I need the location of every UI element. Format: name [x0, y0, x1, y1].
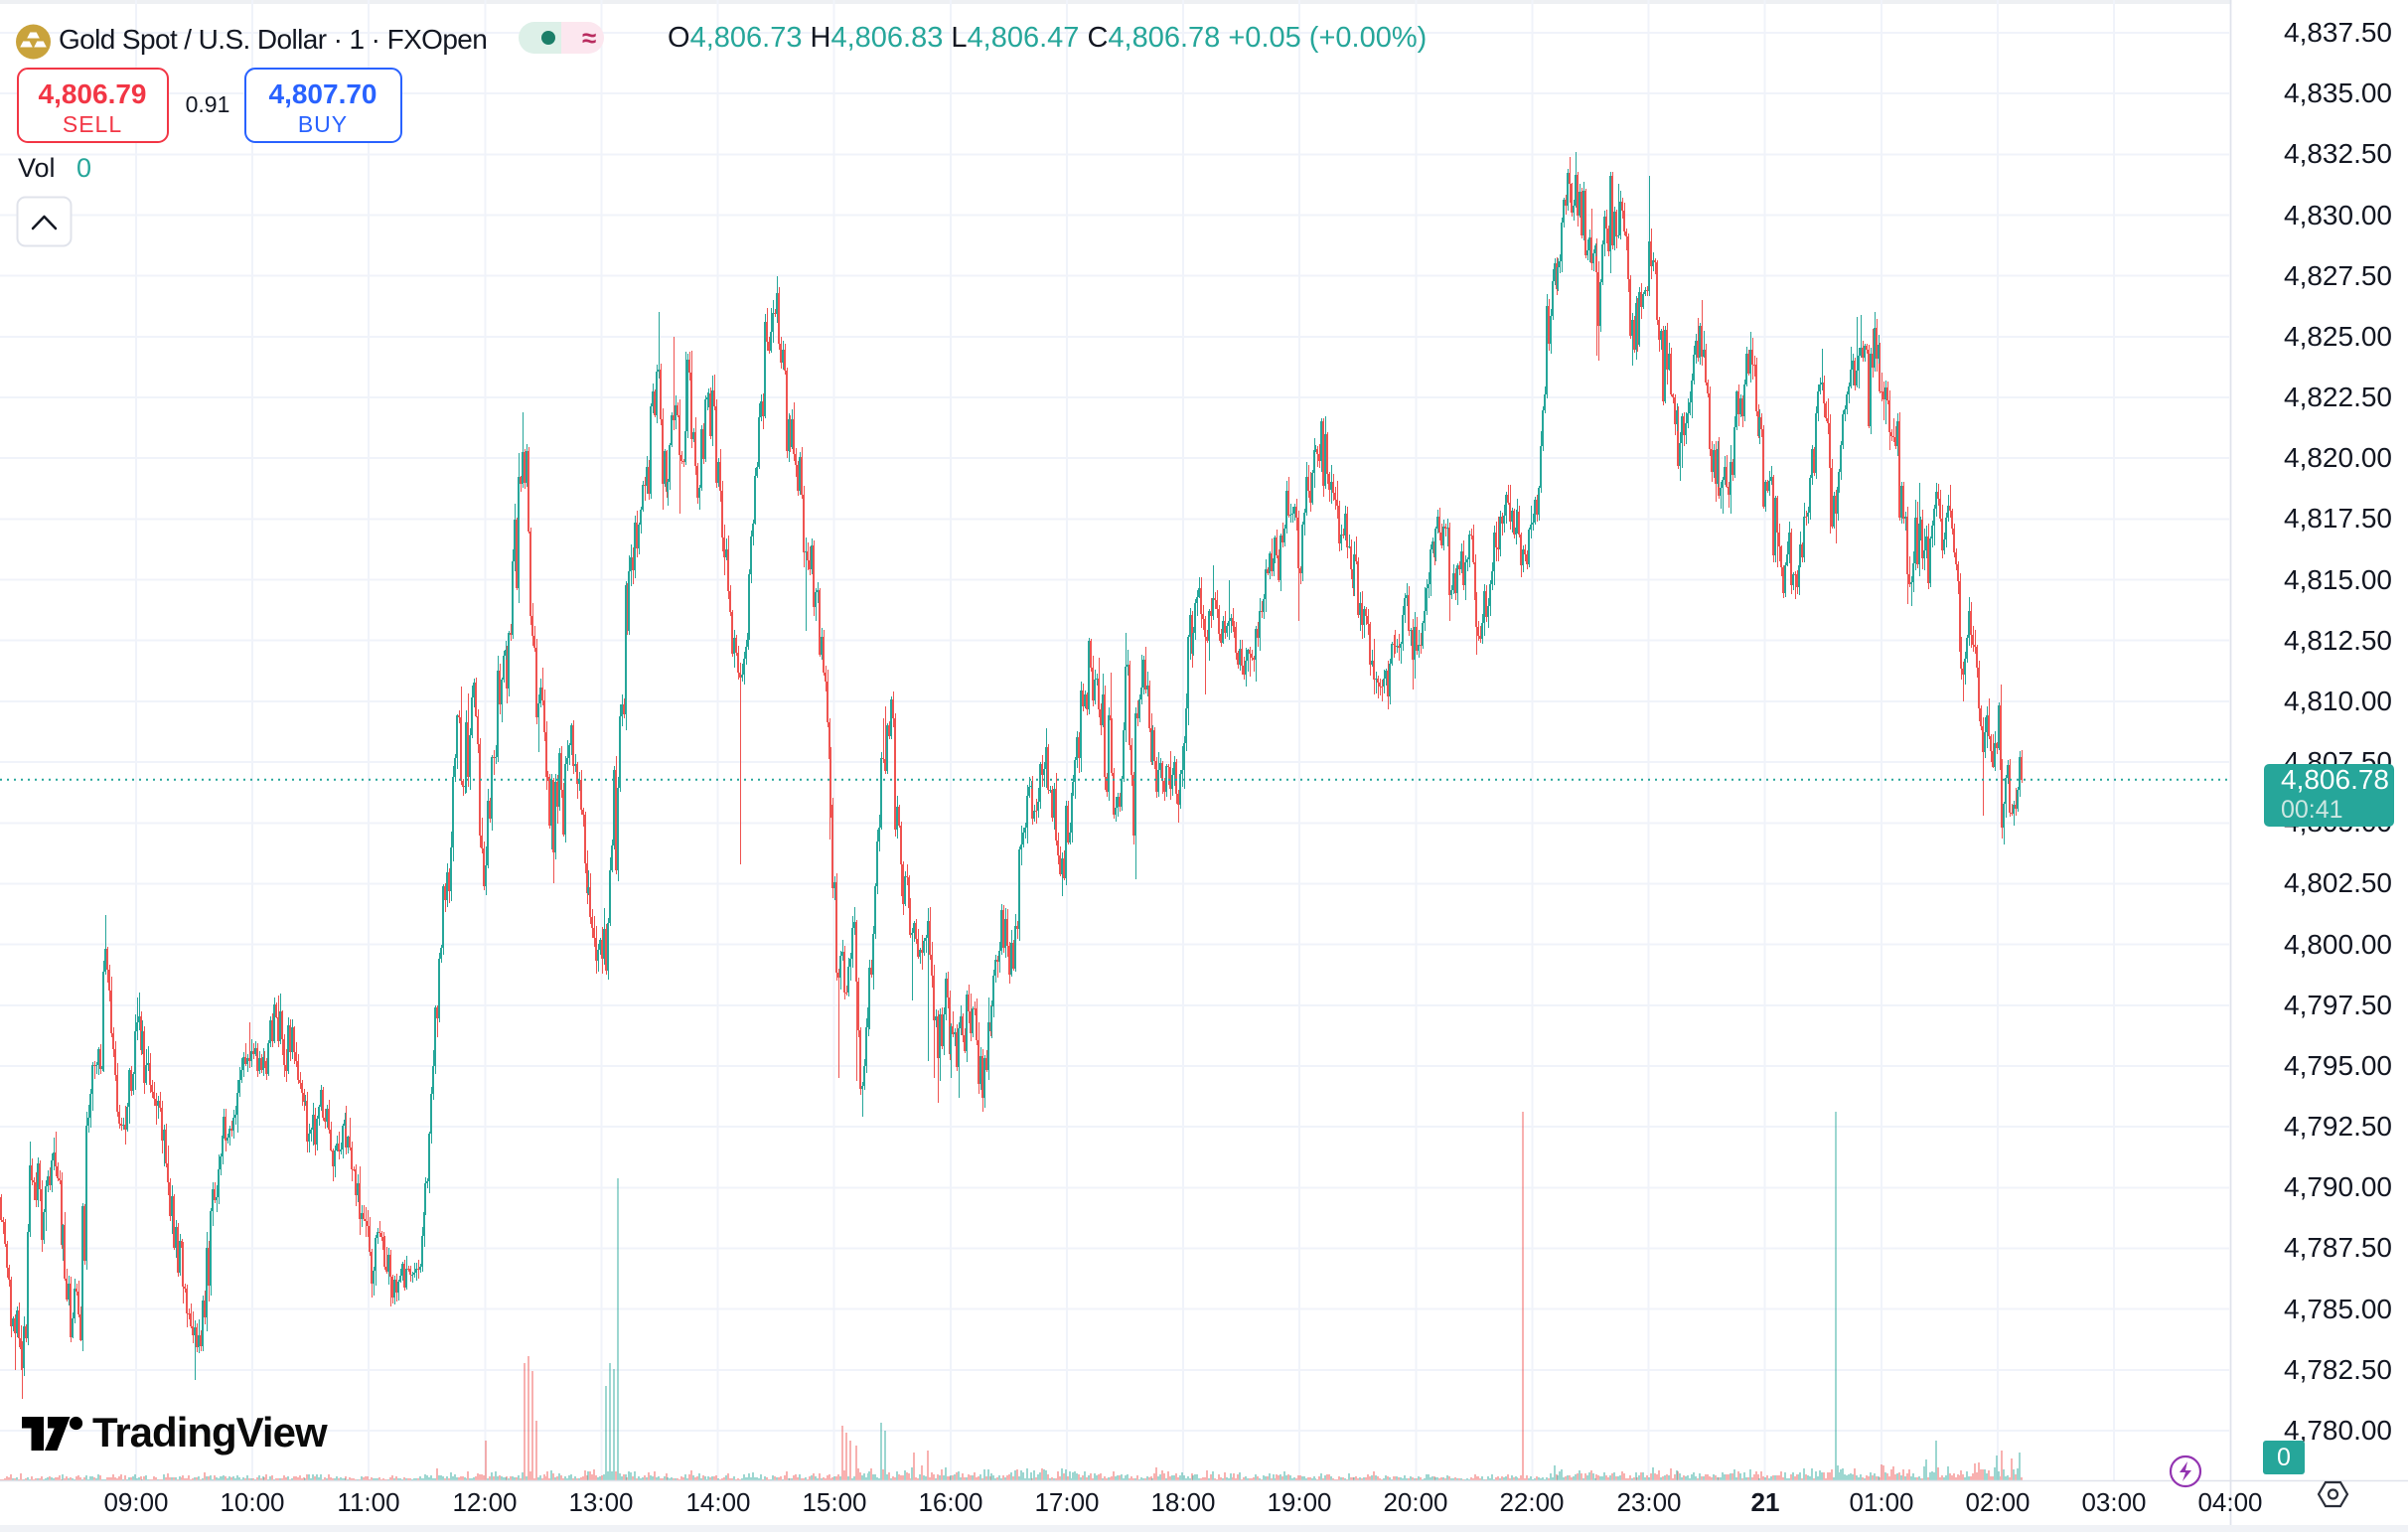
svg-text:TradingView: TradingView	[92, 1409, 328, 1455]
svg-text:BUY: BUY	[298, 111, 348, 137]
svg-text:0: 0	[2277, 1444, 2291, 1471]
svg-text:4,800.00: 4,800.00	[2284, 929, 2392, 960]
svg-text:0.91: 0.91	[186, 91, 230, 117]
svg-text:4,835.00: 4,835.00	[2284, 77, 2392, 108]
svg-text:4,815.00: 4,815.00	[2284, 564, 2392, 595]
svg-text:16:00: 16:00	[918, 1487, 982, 1517]
svg-text:4,780.00: 4,780.00	[2284, 1415, 2392, 1446]
svg-text:4,785.00: 4,785.00	[2284, 1294, 2392, 1324]
svg-text:09:00: 09:00	[103, 1487, 168, 1517]
svg-text:4,817.50: 4,817.50	[2284, 503, 2392, 534]
svg-text:19:00: 19:00	[1267, 1487, 1331, 1517]
svg-text:4,806.79: 4,806.79	[39, 78, 147, 109]
svg-text:O4,806.73 H4,806.83 L4,806.47: O4,806.73 H4,806.83 L4,806.47 C4,806.78 …	[668, 22, 1427, 54]
svg-text:01:00: 01:00	[1849, 1487, 1913, 1517]
svg-text:≈: ≈	[582, 23, 596, 53]
svg-text:Vol: Vol	[18, 153, 56, 183]
svg-text:SELL: SELL	[63, 111, 122, 137]
svg-text:23:00: 23:00	[1616, 1487, 1681, 1517]
svg-text:21: 21	[1751, 1487, 1780, 1517]
svg-text:4,782.50: 4,782.50	[2284, 1354, 2392, 1385]
svg-text:4,825.00: 4,825.00	[2284, 321, 2392, 352]
svg-text:4,792.50: 4,792.50	[2284, 1111, 2392, 1142]
svg-text:03:00: 03:00	[2081, 1487, 2146, 1517]
svg-text:4,810.00: 4,810.00	[2284, 686, 2392, 716]
svg-text:14:00: 14:00	[685, 1487, 750, 1517]
svg-text:4,797.50: 4,797.50	[2284, 990, 2392, 1020]
svg-text:12:00: 12:00	[452, 1487, 517, 1517]
svg-text:4,802.50: 4,802.50	[2284, 867, 2392, 898]
svg-text:4,787.50: 4,787.50	[2284, 1232, 2392, 1263]
svg-text:11:00: 11:00	[337, 1487, 399, 1517]
svg-text:04:00: 04:00	[2197, 1487, 2262, 1517]
svg-text:00:41: 00:41	[2281, 796, 2343, 824]
svg-text:4,822.50: 4,822.50	[2284, 382, 2392, 412]
svg-text:15:00: 15:00	[802, 1487, 866, 1517]
svg-text:4,832.50: 4,832.50	[2284, 138, 2392, 169]
svg-text:4,807.70: 4,807.70	[269, 78, 377, 109]
svg-text:4,812.50: 4,812.50	[2284, 625, 2392, 656]
svg-text:17:00: 17:00	[1034, 1487, 1099, 1517]
svg-text:13:00: 13:00	[568, 1487, 633, 1517]
svg-text:0: 0	[76, 153, 91, 183]
svg-text:4,806.78: 4,806.78	[2281, 764, 2389, 795]
svg-text:4,827.50: 4,827.50	[2284, 260, 2392, 291]
svg-text:4,820.00: 4,820.00	[2284, 442, 2392, 473]
svg-text:4,837.50: 4,837.50	[2284, 17, 2392, 48]
svg-text:Gold Spot / U.S. Dollar · 1 ·: Gold Spot / U.S. Dollar · 1 · FXOpen	[59, 24, 487, 55]
svg-text:4,795.00: 4,795.00	[2284, 1050, 2392, 1081]
svg-text:20:00: 20:00	[1383, 1487, 1447, 1517]
svg-text:22:00: 22:00	[1499, 1487, 1564, 1517]
svg-text:02:00: 02:00	[1965, 1487, 2030, 1517]
svg-text:10:00: 10:00	[220, 1487, 284, 1517]
svg-text:4,830.00: 4,830.00	[2284, 200, 2392, 230]
svg-text:18:00: 18:00	[1150, 1487, 1215, 1517]
svg-text:4,790.00: 4,790.00	[2284, 1171, 2392, 1202]
